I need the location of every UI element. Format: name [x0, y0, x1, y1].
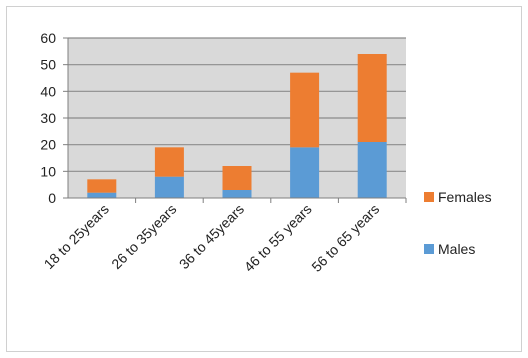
y-tick-label: 10: [40, 163, 56, 179]
axes: [63, 37, 407, 203]
y-tick-labels: 0 10 20 30 40 50 60: [40, 30, 56, 206]
legend-swatch-females: [424, 192, 434, 202]
legend: Females Males: [424, 189, 492, 257]
legend-label-females: Females: [438, 189, 492, 205]
y-tick-label: 20: [40, 137, 56, 153]
x-category-label: 26 to 35years: [108, 201, 179, 272]
y-tick-label: 40: [40, 83, 56, 99]
bar-males: [222, 190, 252, 198]
y-tick-label: 30: [40, 110, 56, 126]
bar-males: [154, 176, 184, 198]
gridlines: [68, 37, 406, 172]
bar-males: [357, 142, 387, 198]
y-tick-label: 50: [40, 57, 56, 73]
bar-males: [87, 192, 117, 198]
legend-swatch-males: [424, 244, 434, 254]
bar-females: [154, 147, 184, 177]
bar-females: [357, 54, 387, 142]
x-category-label: 36 to 45years: [176, 201, 247, 272]
x-category-label: 18 to 25years: [41, 201, 112, 272]
y-tick-label: 0: [48, 190, 56, 206]
x-category-label: 46 to 55 years: [241, 201, 315, 275]
bar-females: [290, 72, 320, 148]
bar-males: [290, 147, 320, 198]
bar-females: [87, 179, 117, 193]
x-category-label: 56 to 65 years: [308, 201, 382, 275]
y-tick-label: 60: [40, 30, 56, 46]
bars: [87, 54, 387, 198]
legend-label-males: Males: [438, 241, 475, 257]
bar-females: [222, 166, 252, 190]
